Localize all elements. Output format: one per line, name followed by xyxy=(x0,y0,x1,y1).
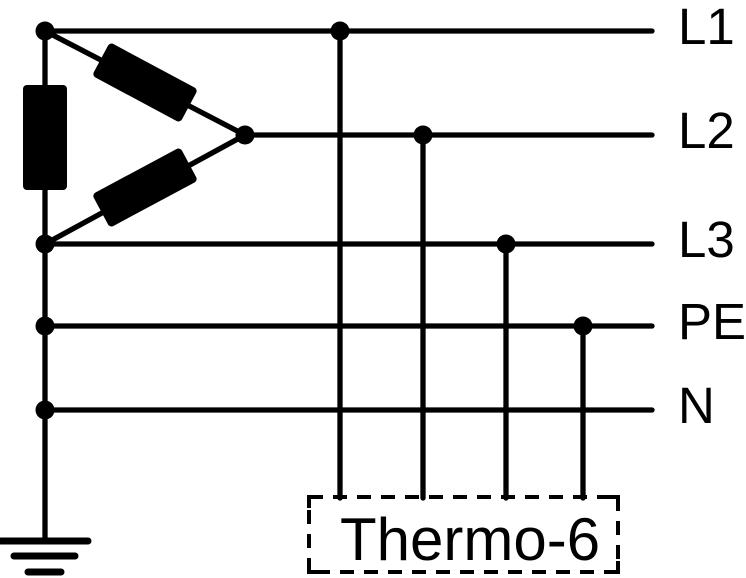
svg-text:L1: L1 xyxy=(678,0,735,55)
svg-text:N: N xyxy=(678,377,715,434)
svg-text:Thermo-6: Thermo-6 xyxy=(340,506,600,573)
svg-text:L2: L2 xyxy=(678,102,735,159)
svg-text:PE: PE xyxy=(678,293,746,350)
svg-text:L3: L3 xyxy=(678,211,735,268)
